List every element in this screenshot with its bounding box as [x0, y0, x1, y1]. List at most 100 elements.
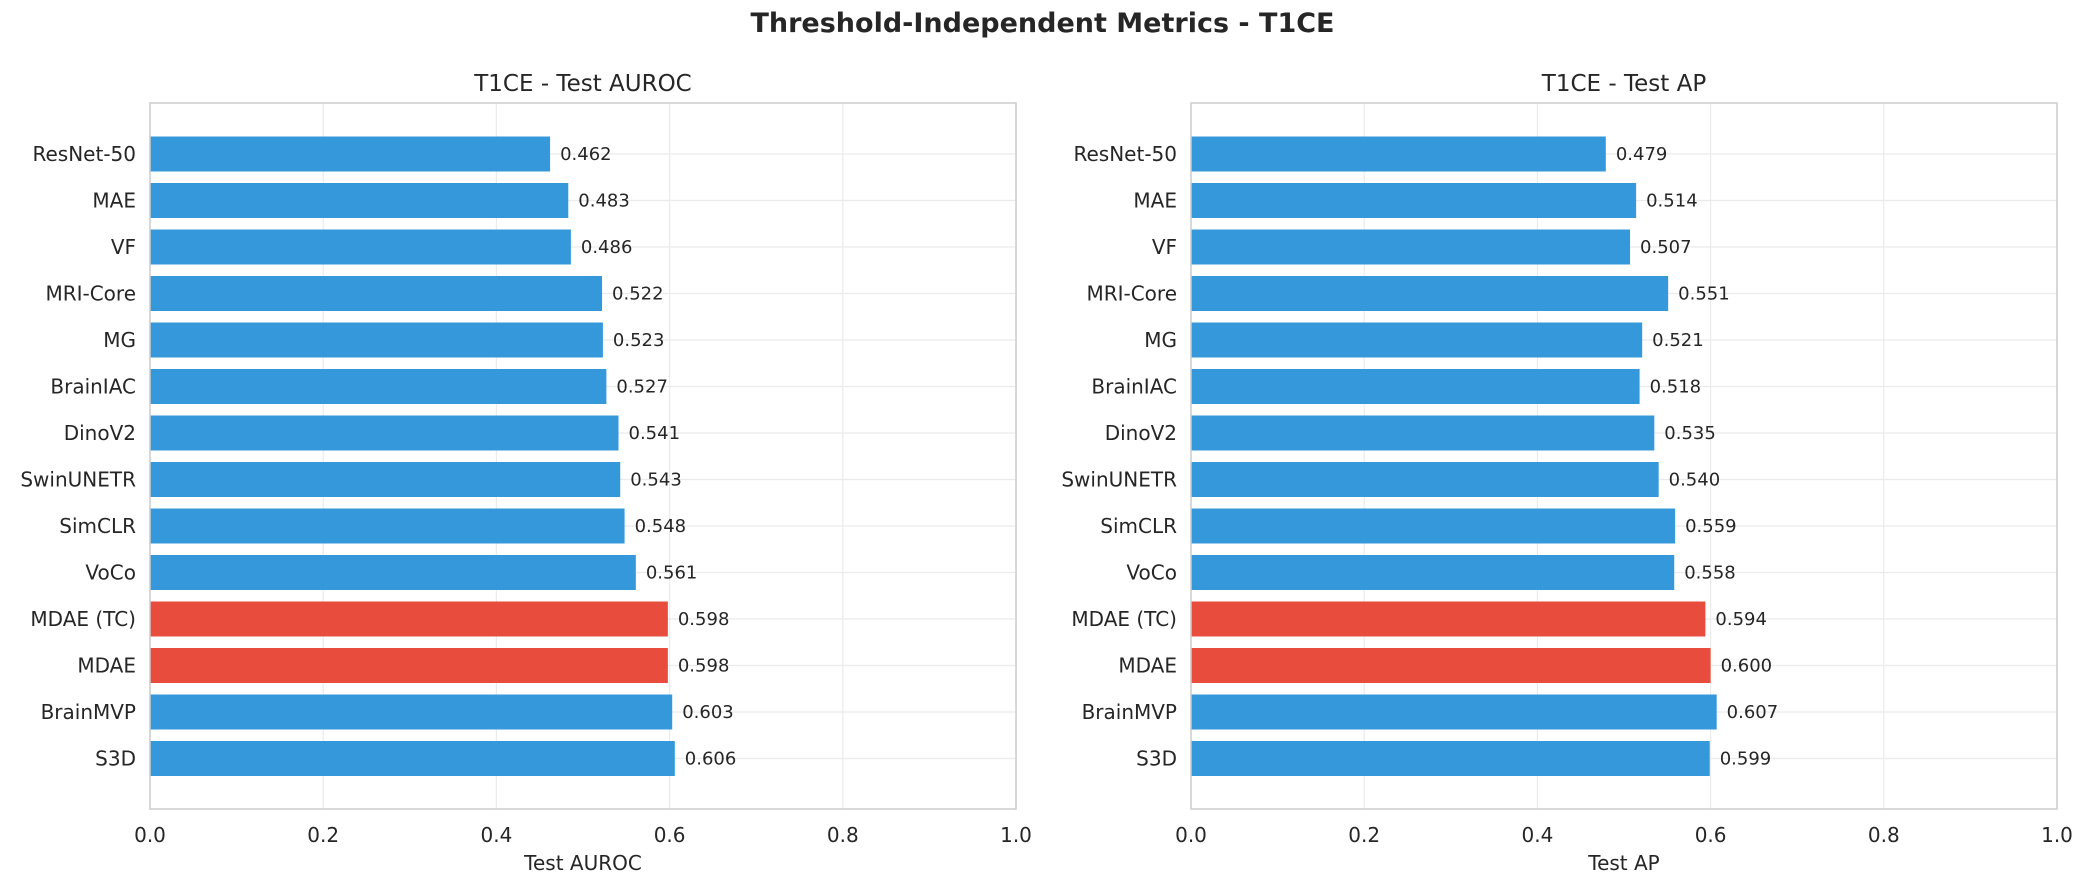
bar	[150, 508, 625, 544]
y-tick-label: MRI-Core	[1086, 282, 1177, 306]
data-label: 0.598	[678, 609, 730, 630]
data-label: 0.522	[612, 284, 664, 305]
bar	[1191, 229, 1631, 265]
y-tick-label: MDAE (TC)	[1071, 607, 1177, 631]
y-tick-label: MDAE (TC)	[30, 607, 136, 631]
y-tick-label: MG	[1144, 328, 1177, 352]
x-tick-label: 0.6	[1695, 823, 1727, 847]
y-tick-label: VoCo	[1126, 561, 1177, 585]
data-label: 0.514	[1646, 191, 1698, 212]
data-label: 0.607	[1727, 702, 1779, 723]
bar	[1191, 648, 1711, 683]
bar	[1191, 276, 1669, 311]
y-tick-label: S3D	[95, 747, 136, 771]
x-tick-label: 0.2	[1348, 823, 1380, 847]
bar	[150, 276, 603, 311]
data-label: 0.599	[1720, 749, 1772, 770]
data-label: 0.559	[1685, 516, 1737, 537]
data-label: 0.535	[1664, 423, 1716, 444]
y-tick-label: MG	[103, 328, 136, 352]
bar	[150, 601, 668, 637]
y-tick-label: MRI-Core	[45, 282, 136, 306]
y-tick-label: SwinUNETR	[20, 468, 136, 492]
bar	[150, 369, 607, 404]
data-label: 0.507	[1640, 237, 1692, 258]
data-label: 0.561	[646, 563, 698, 584]
chart-panel-1: 0.462 ResNet-50 0.483 MAE 0.486 VF 0.522 MRI-Co…	[20, 71, 1032, 875]
bar	[1191, 508, 1676, 544]
bar	[1191, 415, 1655, 451]
data-label: 0.523	[613, 330, 665, 351]
plot-area	[1191, 103, 2057, 809]
x-tick-label: 0.4	[1521, 823, 1553, 847]
y-tick-label: DinoV2	[64, 421, 136, 445]
x-tick-label: 0.0	[134, 823, 166, 847]
x-tick-label: 1.0	[2041, 823, 2073, 847]
bar	[150, 555, 636, 590]
bar	[1191, 741, 1710, 776]
data-label: 0.486	[581, 237, 633, 258]
bar	[1191, 136, 1606, 172]
data-label: 0.551	[1678, 284, 1730, 305]
data-label: 0.527	[616, 377, 668, 398]
data-label: 0.483	[578, 191, 630, 212]
data-label: 0.543	[630, 470, 682, 491]
data-label: 0.598	[678, 656, 730, 677]
x-tick-label: 0.0	[1175, 823, 1207, 847]
y-tick-label: BrainMVP	[1082, 700, 1177, 724]
data-label: 0.594	[1715, 609, 1767, 630]
plot-frame	[149, 102, 1017, 810]
x-tick-label: 0.6	[654, 823, 686, 847]
bar	[150, 183, 569, 218]
bar	[1191, 462, 1659, 497]
x-tick-label: 0.8	[827, 823, 859, 847]
figure-title: Threshold-Independent Metrics - T1CE	[750, 8, 1335, 39]
data-label: 0.521	[1652, 330, 1704, 351]
x-tick-label: 0.2	[307, 823, 339, 847]
y-tick-label: BrainIAC	[1091, 375, 1177, 399]
x-tick-label: 1.0	[1000, 823, 1032, 847]
bar	[150, 136, 551, 172]
y-tick-label: MAE	[92, 189, 136, 213]
bar	[1191, 555, 1675, 590]
plot-frame	[1190, 102, 2058, 810]
data-label: 0.600	[1721, 656, 1773, 677]
x-tick-label: 0.8	[1868, 823, 1900, 847]
y-tick-label: MAE	[1133, 189, 1177, 213]
data-label: 0.558	[1684, 563, 1736, 584]
data-label: 0.603	[682, 702, 734, 723]
data-label: 0.518	[1650, 377, 1702, 398]
bar	[1191, 694, 1717, 730]
x-axis-label: Test AUROC	[523, 851, 642, 875]
y-tick-label: BrainMVP	[41, 700, 136, 724]
y-tick-label: MDAE	[1118, 654, 1177, 678]
y-tick-label: ResNet-50	[33, 142, 137, 166]
panel-title: T1CE - Test AUROC	[473, 71, 692, 97]
bar	[150, 648, 668, 683]
bar	[1191, 369, 1640, 404]
bar	[1191, 183, 1637, 218]
chart-panel-2: 0.479 ResNet-50 0.514 MAE 0.507 VF 0.551 MRI-Co…	[1061, 71, 2073, 875]
data-label: 0.541	[629, 423, 681, 444]
y-tick-label: BrainIAC	[50, 375, 136, 399]
bar	[1191, 322, 1643, 358]
bar	[150, 322, 603, 358]
y-tick-label: DinoV2	[1105, 421, 1177, 445]
panel-title: T1CE - Test AP	[1541, 71, 1707, 97]
data-label: 0.462	[560, 144, 612, 165]
data-label: 0.540	[1669, 470, 1721, 491]
data-label: 0.548	[635, 516, 687, 537]
x-axis-label: Test AP	[1587, 851, 1659, 875]
bar	[150, 694, 673, 730]
data-label: 0.606	[685, 749, 737, 770]
data-label: 0.479	[1616, 144, 1668, 165]
bar	[150, 741, 675, 776]
bar	[150, 462, 621, 497]
y-tick-label: VF	[1152, 235, 1177, 259]
y-tick-label: S3D	[1136, 747, 1177, 771]
bar	[150, 415, 619, 451]
y-tick-label: SimCLR	[1100, 514, 1177, 538]
x-tick-label: 0.4	[480, 823, 512, 847]
bar	[1191, 601, 1706, 637]
